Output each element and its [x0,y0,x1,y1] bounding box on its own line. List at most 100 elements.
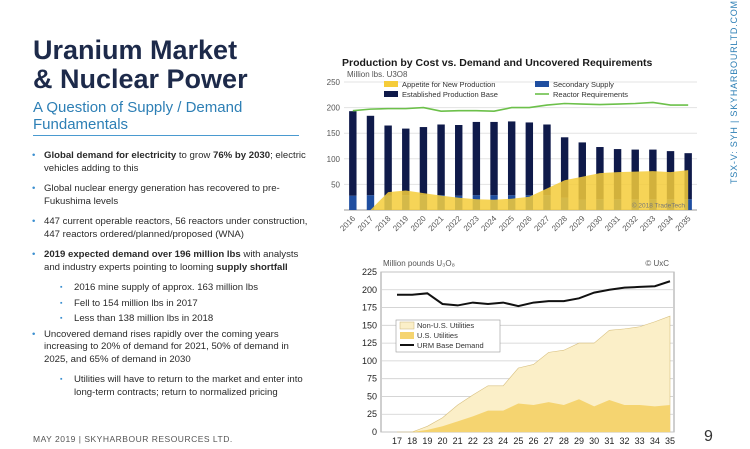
chart2-xtick-label: 22 [468,436,478,446]
bullet-bold-text: Global demand for electricity [44,150,177,161]
chart1-bar-established-production [543,124,551,196]
chart2-area-non-us-utilities [397,315,671,433]
chart1-legend-appetite-swatch [384,81,398,87]
chart2-ytick-label: 175 [362,303,377,313]
bullet-item: 2019 expected demand over 196 million lb… [30,249,310,274]
chart2-ytick-label: 125 [362,338,377,348]
chart2-ytick-label: 100 [362,356,377,366]
chart1-bar-secondary-supply [684,199,692,210]
chart2-ytick-label: 200 [362,285,377,295]
chart1-bar-secondary-supply [366,195,375,210]
bullet-text: 447 current operable reactors, 56 reacto… [44,216,308,240]
chart2-xtick-label: 23 [483,436,493,446]
chart1-xtick-label: 2029 [568,214,587,233]
bullet-text: 2016 mine supply of approx. 163 million … [74,282,258,293]
chart2-line-urm-base-demand [397,280,671,308]
chart2-xtick-label: 20 [437,436,447,446]
chart1-xtick-label: 2018 [374,214,393,233]
bullet-bold-text: 2019 expected demand over 196 million lb… [44,249,241,260]
chart2-xtick-label: 30 [589,436,599,446]
chart2-xtick-label: 29 [574,436,584,446]
sub-bullet-item: Less than 138 million lbs in 2018 [30,313,310,326]
chart2-ytick-label: 25 [367,409,377,419]
chart1-bar-secondary-supply [349,195,357,210]
chart2-xtick-label: 35 [665,436,675,446]
bullet-bold-text: 76% by 2030 [213,150,271,161]
chart1-xtick-label: 2020 [409,214,428,233]
chart2-xtick-label: 31 [604,436,614,446]
chart2-legend-urm-label: URM Base Demand [417,341,484,350]
chart2-source: © UxC [645,259,669,268]
chart1-legend-established-swatch [384,91,398,97]
chart1-bar-established-production [684,153,692,200]
sub-bullet-item: 2016 mine supply of approx. 163 million … [30,282,310,295]
chart1-title: Production by Cost vs. Demand and Uncove… [342,57,653,69]
bullet-text: Uncovered demand rises rapidly over the … [44,328,289,365]
chart1-xtick-label: 2035 [674,214,693,233]
chart1-bar-established-production [366,115,375,196]
chart1-xtick-label: 2031 [603,214,622,233]
chart1-xtick-label: 2025 [497,214,516,233]
chart2-ytick-label: 225 [362,267,377,277]
chart1-ytick-label: 100 [327,155,341,164]
chart2-xtick-label: 24 [498,436,508,446]
chart1-xtick-label: 2032 [621,214,640,233]
chart1-xtick-label: 2030 [585,214,604,233]
chart1-legend-secondary-swatch [535,81,549,87]
chart1-xtick-label: 2022 [444,214,463,233]
bullet-text: Fell to 154 million lbs in 2017 [74,297,198,309]
chart2-xtick-label: 27 [544,436,554,446]
bullet-text: Global nuclear energy generation has rec… [44,183,280,207]
chart1-ytick-label: 50 [331,180,340,189]
chart2-legend-non-us-swatch [399,321,415,330]
chart1-source: © 2018 TradeTech [632,201,686,209]
bullet-item: Global demand for electricity to grow 76… [30,150,310,175]
chart1-xtick-label: 2033 [638,214,657,233]
chart2-xtick-label: 21 [453,436,463,446]
chart1-xtick-label: 2016 [338,214,357,233]
chart2-xtick-label: 34 [650,436,660,446]
bullet-bold-text: supply shortfall [216,261,288,273]
chart2-xtick-label: 17 [392,436,402,446]
chart1-bar-established-production [419,127,428,196]
chart1-bar-established-production [472,121,481,196]
bullet-text: Less than 138 million lbs in 2018 [74,313,214,324]
chart1-legend-established-label: Established Production Base [402,90,498,99]
chart1-xtick-label: 2028 [550,214,569,233]
chart1-legend-secondary-label: Secondary Supply [553,80,614,89]
chart1-xtick-label: 2019 [391,214,410,233]
chart2-xtick-label: 19 [422,436,432,446]
chart1-xtick-label: 2027 [532,214,551,233]
slide-title-line1: Uranium Market [33,35,238,65]
chart1-xtick-label: 2034 [656,214,675,233]
chart1-ytick-label: 150 [327,129,341,138]
chart1-xtick-label: 2026 [515,214,534,233]
chart2-ylabel: Million pounds U₃O₈ [383,259,455,268]
chart2-area-us-utilities [397,399,670,432]
chart2-xtick-label: 26 [528,436,538,446]
page-number: 9 [704,428,713,445]
chart1-ytick-label: 200 [327,104,341,113]
slide-title-line2: & Nuclear Power [33,64,248,94]
bullet-item: 447 current operable reactors, 56 reacto… [30,216,310,241]
sub-bullet-item: Fell to 154 million lbs in 2017 [30,298,310,311]
chart2-legend-us-swatch [400,332,414,339]
chart2-xtick-label: 28 [559,436,569,446]
footer-text: MAY 2019 | SKYHARBOUR RESOURCES LTD. [33,434,233,444]
chart1-bar-established-production [525,122,534,196]
bullet-text: with analysts and industry experts point… [44,249,299,273]
chart1-xtick-label: 2024 [479,214,498,233]
chart2-legend-us-label: U.S. Utilities [417,331,458,340]
chart1-bar-established-production [560,137,569,198]
chart1-bar-established-production [384,125,392,196]
chart2-xtick-label: 33 [635,436,645,446]
sub-bullet-item: Utilities will have to return to the mar… [30,374,310,399]
chart2-xtick-label: 25 [513,436,523,446]
chart1-ylabel: Million lbs. U3O8 [347,70,408,79]
slide-subtitle: A Question of Supply / Demand Fundamenta… [33,99,243,133]
divider [33,135,299,136]
chart1-legend-appetite-label: Appetite for New Production [402,80,495,89]
chart1-bar-established-production [507,121,516,196]
chart1-bar-established-production [349,111,357,196]
chart2-ytick-label: 75 [367,374,377,384]
